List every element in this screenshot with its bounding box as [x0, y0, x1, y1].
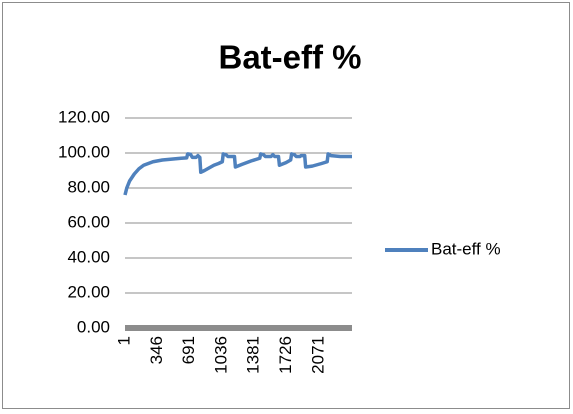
y-tick-label: 80.00 [67, 177, 110, 196]
y-tick-label: 100.00 [58, 142, 110, 161]
x-tick-label: 1381 [244, 336, 263, 374]
chart-border [2, 2, 570, 409]
y-tick-label: 120.00 [58, 107, 110, 126]
y-tick-label: 20.00 [67, 282, 110, 301]
data-line [123, 152, 352, 196]
x-tick-label: 1 [114, 336, 133, 345]
x-tick-label: 1726 [276, 336, 295, 374]
legend-label: Bat-eff % [431, 239, 501, 258]
y-tick-label: 0.00 [77, 317, 110, 336]
x-tick-label: 2071 [308, 336, 327, 374]
x-tick-label: 691 [179, 336, 198, 364]
chart-title: Bat-eff % [218, 39, 361, 76]
y-tick-label: 40.00 [67, 247, 110, 266]
x-tick-label: 1036 [211, 336, 230, 374]
y-tick-label: 60.00 [67, 212, 110, 231]
x-tick-label: 346 [147, 336, 166, 364]
